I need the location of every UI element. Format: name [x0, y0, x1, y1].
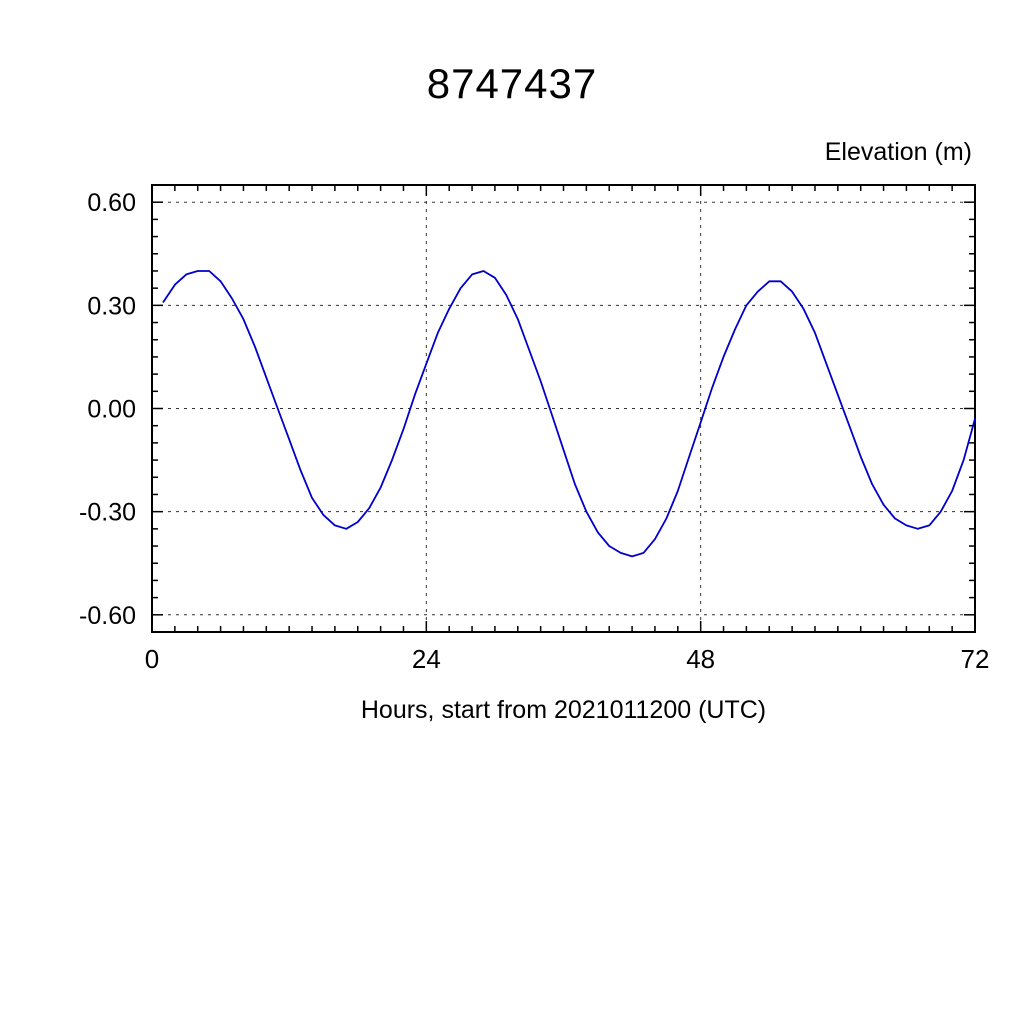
y-tick-label: 0.30 [87, 292, 136, 320]
x-axis-label: Hours, start from 2021011200 (UTC) [360, 696, 767, 724]
chart-title: 8747437 [426, 60, 598, 107]
x-tick-label: 48 [686, 644, 715, 674]
plot-frame [151, 184, 976, 633]
y-tick-label: 0.00 [87, 396, 136, 424]
tide-series-line [162, 270, 976, 558]
y-tick-label: -0.60 [79, 602, 136, 630]
y-tick-label: -0.30 [79, 499, 136, 527]
x-tick-label: 24 [412, 644, 441, 674]
y-axis-label: Elevation (m) [824, 138, 972, 166]
x-tick-label: 72 [961, 644, 990, 674]
y-tick-label: 0.60 [87, 189, 136, 217]
x-tick-label: 0 [145, 644, 159, 674]
